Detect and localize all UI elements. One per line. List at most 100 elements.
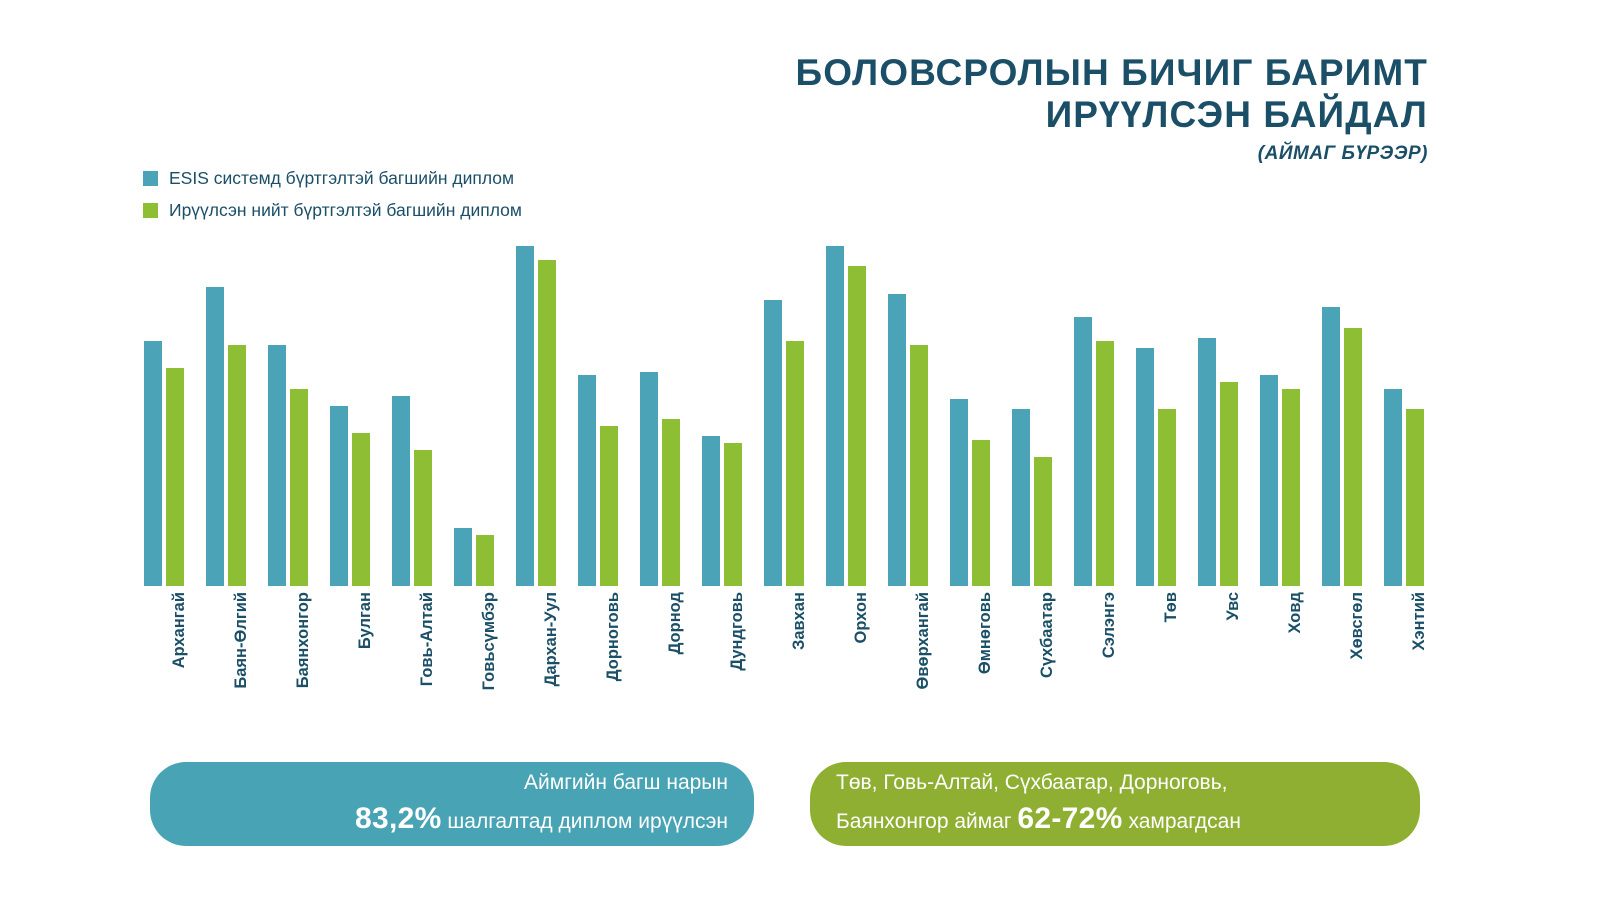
callout-left-suffix: шалгалтад диплом ирүүлсэн (447, 809, 728, 833)
page-title-line-2: ИРҮҮЛСЭН БАЙДАЛ (1045, 94, 1428, 136)
bar-group (1322, 246, 1364, 586)
bar-esis (1384, 388, 1402, 586)
bar-esis (392, 395, 410, 586)
callout-right-value: 62-72% (1017, 801, 1123, 835)
bar-submitted (414, 450, 432, 586)
bar-submitted (538, 259, 556, 586)
bar-group (1260, 246, 1302, 586)
title-block: БОЛОВСРОЛЫН БИЧИГ БАРИМТ ИРҮҮЛСЭН БАЙДАЛ… (668, 52, 1428, 165)
x-axis-label: Өмнөговь (976, 592, 994, 675)
legend-item-esis: ESIS системд бүртгэлтэй багшийн диплом (143, 168, 522, 189)
bar-group (144, 246, 186, 586)
bar-esis (1136, 348, 1154, 586)
bar-submitted (352, 433, 370, 586)
bar-esis (516, 246, 534, 586)
x-axis-label: Дархан-Уул (542, 592, 560, 687)
bar-submitted (1096, 341, 1114, 586)
x-axis-labels: Архангай Баян-Өлгий Баянхонгор Булган Говь-А… (140, 592, 1440, 742)
callout-left-prefix: Аймгийн багш нарын (524, 770, 728, 794)
bar-group (888, 246, 930, 586)
bar-esis (454, 528, 472, 586)
legend-swatch-teal-icon (143, 171, 158, 186)
bar-group (1074, 246, 1116, 586)
x-axis-label: Говь-Алтай (418, 592, 436, 687)
bar-esis (950, 399, 968, 586)
callout-right: Төв, Говь-Алтай, Сүхбаатар, Дорноговь, Б… (810, 762, 1420, 846)
x-axis-label: Увс (1224, 592, 1242, 621)
legend-label-esis: ESIS системд бүртгэлтэй багшийн диплом (169, 168, 515, 188)
bar-esis (206, 286, 224, 586)
bar-group (268, 246, 310, 586)
bar-group (950, 246, 992, 586)
bar-submitted (1220, 382, 1238, 586)
legend-label-submitted: Ирүүлсэн нийт бүртгэлтэй багшийн диплом (169, 200, 522, 220)
bar-esis (764, 300, 782, 586)
bar-group (392, 246, 434, 586)
bar-esis (1012, 409, 1030, 586)
bar-esis (578, 375, 596, 586)
bar-submitted (1034, 456, 1052, 586)
bar-submitted (1406, 409, 1424, 586)
bar-group (1384, 246, 1426, 586)
page-subtitle: (АЙМАГ БҮРЭЭР) (1257, 143, 1428, 165)
bar-esis (1322, 307, 1340, 586)
bar-chart-plot-area (140, 246, 1440, 586)
callout-right-text: Төв, Говь-Алтай, Сүхбаатар, Дорноговь, Б… (836, 769, 1241, 839)
legend-swatch-green-icon (143, 203, 158, 218)
bar-submitted (1158, 409, 1176, 586)
bar-submitted (600, 426, 618, 586)
callout-right-suffix: хамрагдсан (1128, 809, 1241, 833)
bar-esis (640, 371, 658, 586)
bar-esis (268, 344, 286, 586)
bar-submitted (786, 341, 804, 586)
x-axis-label: Төв (1162, 592, 1180, 623)
x-axis-label: Баянхонгор (294, 592, 312, 689)
bar-submitted (290, 388, 308, 586)
bar-esis (1074, 317, 1092, 586)
callout-right-lead: Баянхонгор аймаг (836, 809, 1012, 833)
x-axis-label: Дорноговь (604, 592, 622, 682)
x-axis-label: Архангай (170, 592, 188, 669)
chart-legend: ESIS системд бүртгэлтэй багшийн диплом И… (143, 168, 522, 232)
bar-group (826, 246, 868, 586)
x-axis-label: Дундговь (728, 592, 746, 671)
bar-submitted (166, 368, 184, 586)
callout-right-prefix: Төв, Говь-Алтай, Сүхбаатар, Дорноговь, (836, 770, 1228, 794)
bar-submitted (228, 344, 246, 586)
bar-submitted (910, 344, 928, 586)
bar-esis (1198, 337, 1216, 586)
bar-group (640, 246, 682, 586)
bar-esis (144, 341, 162, 586)
bar-submitted (476, 535, 494, 586)
page-title-line-1: БОЛОВСРОЛЫН БИЧИГ БАРИМТ (795, 52, 1428, 93)
x-axis-label: Баян-Өлгий (232, 592, 250, 689)
bar-group (764, 246, 806, 586)
legend-item-submitted: Ирүүлсэн нийт бүртгэлтэй багшийн диплом (143, 200, 522, 221)
bar-group (330, 246, 372, 586)
bar-group (1012, 246, 1054, 586)
bar-esis (826, 246, 844, 586)
x-axis-label: Завхан (790, 592, 808, 650)
x-axis-label: Өвөрхангай (914, 592, 932, 690)
bar-esis (888, 293, 906, 586)
x-axis-label: Сүхбаатар (1038, 592, 1056, 678)
bar-esis (330, 405, 348, 586)
bar-group (1136, 246, 1178, 586)
x-axis-label: Ховд (1286, 592, 1304, 634)
bar-group (578, 246, 620, 586)
bar-group (1198, 246, 1240, 586)
bar-esis (702, 436, 720, 586)
bar-submitted (972, 439, 990, 586)
x-axis-label: Хөвсгөл (1348, 592, 1366, 660)
bar-group (516, 246, 558, 586)
bar-group (206, 246, 248, 586)
bar-submitted (848, 266, 866, 586)
x-axis-label: Сэлэнгэ (1100, 592, 1118, 659)
bar-submitted (1344, 327, 1362, 586)
x-axis-label: Хэнтий (1410, 592, 1428, 651)
bar-esis (1260, 375, 1278, 586)
x-axis-label: Дорнод (666, 592, 684, 655)
x-axis-label: Булган (356, 592, 374, 650)
bar-submitted (724, 443, 742, 586)
bar-group (702, 246, 744, 586)
